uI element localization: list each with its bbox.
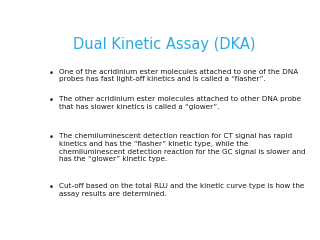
Text: •: • [49, 96, 54, 105]
Text: One of the acridinium ester molecules attached to one of the DNA
probes has fast: One of the acridinium ester molecules at… [59, 69, 298, 82]
Text: The chemiluminescent detection reaction for CT signal has rapid
kinetics and has: The chemiluminescent detection reaction … [59, 133, 305, 162]
Text: •: • [49, 133, 54, 142]
Text: •: • [49, 183, 54, 192]
Text: Cut-off based on the total RLU and the kinetic curve type is how the
assay resul: Cut-off based on the total RLU and the k… [59, 183, 304, 197]
Text: Dual Kinetic Assay (DKA): Dual Kinetic Assay (DKA) [73, 37, 255, 52]
Text: The other acridinium ester molecules attached to other DNA probe
that has slower: The other acridinium ester molecules att… [59, 96, 301, 110]
Text: •: • [49, 69, 54, 78]
